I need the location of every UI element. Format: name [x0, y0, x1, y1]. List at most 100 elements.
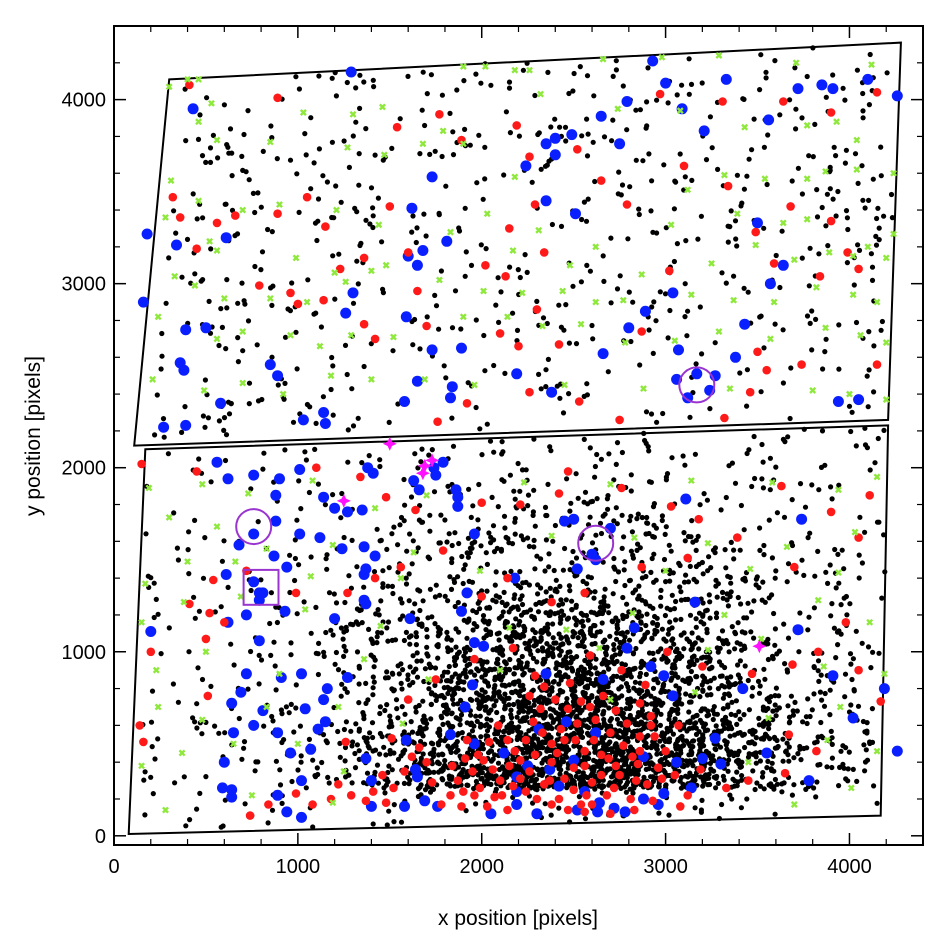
field-star-point	[507, 130, 513, 136]
cluster-star-point	[496, 637, 502, 643]
field-star-point	[751, 116, 757, 122]
field-star-point	[210, 132, 216, 138]
cluster-star-point	[650, 605, 656, 611]
field-star-point	[758, 313, 764, 319]
blue-point	[597, 673, 609, 685]
blue-point	[546, 386, 558, 398]
field-star-point	[268, 590, 274, 596]
cluster-star-point	[666, 542, 672, 548]
cluster-star-point	[352, 765, 359, 771]
field-star-point	[239, 756, 245, 762]
cluster-star-point	[517, 718, 523, 724]
field-star-point	[431, 489, 438, 495]
field-star-point	[183, 823, 189, 829]
red-point	[580, 746, 589, 756]
field-star-point	[269, 135, 275, 141]
field-star-point	[707, 599, 713, 605]
field-star-point	[699, 80, 705, 86]
cluster-star-point	[663, 579, 669, 585]
field-star-point	[777, 284, 783, 291]
red-point	[505, 761, 514, 771]
cluster-star-point	[754, 780, 760, 786]
cluster-star-point	[477, 724, 484, 730]
blue-point	[715, 758, 727, 770]
cluster-star-point	[256, 681, 262, 687]
field-star-point	[149, 688, 156, 694]
cluster-star-point	[508, 707, 514, 713]
cluster-star-point	[732, 750, 738, 756]
field-star-point	[507, 472, 513, 478]
field-star-point	[357, 105, 363, 111]
field-star-point	[681, 530, 687, 536]
red-point	[576, 800, 586, 809]
cluster-star-point	[831, 625, 838, 631]
cluster-star-point	[723, 637, 729, 644]
cluster-star-point	[547, 609, 554, 615]
cluster-star-point	[628, 488, 634, 494]
cluster-star-point	[609, 675, 615, 681]
cluster-star-point	[753, 582, 759, 588]
blue-point	[305, 743, 317, 755]
field-star-point	[380, 286, 386, 292]
cluster-star-point	[728, 711, 734, 718]
cluster-star-point	[330, 632, 336, 638]
cluster-star-point	[580, 578, 586, 585]
field-star-point	[199, 153, 206, 159]
field-star-point	[772, 811, 778, 817]
field-star-point	[823, 223, 829, 229]
field-star-point	[241, 739, 248, 745]
blue-point	[411, 259, 423, 271]
cluster-star-point	[512, 515, 518, 522]
blue-point	[294, 528, 306, 540]
cluster-star-point	[441, 669, 447, 675]
field-star-point	[273, 758, 279, 764]
cluster-star-point	[499, 764, 506, 770]
cluster-star-point	[546, 564, 552, 570]
field-star-point	[194, 806, 200, 812]
cluster-star-point	[543, 610, 549, 616]
field-star-point	[875, 435, 881, 442]
field-star-point	[805, 696, 811, 702]
cluster-star-point	[542, 625, 548, 631]
red-point	[637, 562, 646, 572]
cluster-star-point	[632, 771, 638, 777]
blue-point	[268, 550, 280, 562]
green-cross-point	[537, 90, 545, 98]
field-star-point	[194, 725, 200, 731]
cluster-star-point	[442, 758, 448, 764]
field-star-point	[859, 163, 865, 169]
field-star-point	[386, 419, 392, 425]
field-star-point	[862, 768, 868, 774]
field-star-point	[181, 774, 187, 780]
red-point	[312, 463, 321, 473]
field-star-point	[456, 228, 463, 234]
cluster-star-point	[616, 695, 622, 701]
cluster-star-point	[469, 697, 475, 703]
cluster-star-point	[508, 720, 515, 726]
cluster-star-point	[460, 767, 466, 773]
cluster-star-point	[828, 728, 834, 735]
cluster-star-point	[686, 699, 693, 705]
cluster-star-point	[298, 753, 304, 759]
cluster-star-point	[795, 751, 801, 757]
green-cross-point	[239, 206, 247, 214]
cluster-star-point	[820, 735, 826, 741]
field-star-point	[881, 427, 887, 433]
field-star-point	[579, 216, 585, 223]
field-star-point	[172, 780, 178, 786]
cluster-star-point	[815, 668, 821, 674]
cluster-star-point	[651, 501, 658, 507]
field-star-point	[698, 213, 705, 219]
cluster-star-point	[701, 743, 707, 749]
field-star-point	[727, 593, 733, 600]
blue-point	[297, 414, 309, 426]
red-point	[854, 665, 863, 675]
field-star-point	[659, 513, 666, 519]
cluster-star-point	[604, 660, 610, 666]
field-star-point	[287, 552, 293, 558]
field-star-point	[767, 487, 773, 493]
cluster-star-point	[399, 704, 405, 710]
field-star-point	[152, 432, 158, 438]
cluster-star-point	[765, 636, 771, 642]
blue-point	[360, 563, 372, 575]
